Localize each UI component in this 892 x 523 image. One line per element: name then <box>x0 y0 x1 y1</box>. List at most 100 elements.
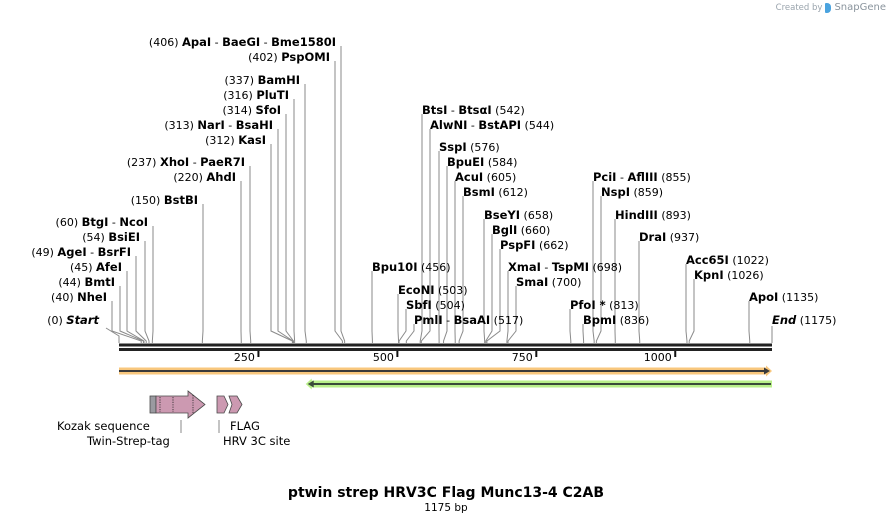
svg-text:(312) KasI[interactable]: (312) KasI <box>205 133 266 147</box>
restriction-site-apoi[interactable]: ApoI (1135) <box>749 290 818 304</box>
twin-strep-tag-arrow[interactable] <box>155 390 206 419</box>
restriction-site-bpu10i[interactable]: Bpu10I (456) <box>372 260 451 274</box>
restriction-site-bsmi[interactable]: BsmI (612) <box>463 185 528 199</box>
restriction-site-bstbi[interactable]: (150) BstBI <box>131 193 198 207</box>
svg-text:Bpu10I (456)[interactable]: Bpu10I (456) <box>372 260 451 274</box>
svg-text:AlwNI - BstAPI (544)[interactable]: AlwNI - BstAPI (544) <box>430 118 554 132</box>
svg-text:HindIII (893)[interactable]: HindIII (893) <box>615 208 691 222</box>
svg-text:(45) AfeI[interactable]: (45) AfeI <box>70 260 122 274</box>
svg-text:(314) SfoI[interactable]: (314) SfoI <box>222 103 281 117</box>
snapgene-watermark: Created by SnapGene <box>776 2 886 13</box>
svg-text:NspI (859)[interactable]: NspI (859) <box>601 185 663 199</box>
restriction-site-xhoi[interactable]: (237) XhoI - PaeR7I <box>127 155 245 169</box>
svg-text:(150) BstBI[interactable]: (150) BstBI <box>131 193 198 207</box>
svg-text:PciI - AflIII (855)[interactable]: PciI - AflIII (855) <box>593 170 691 184</box>
restriction-site-btsi[interactable]: BtsI - BtsαI (542) <box>422 103 525 117</box>
feature-annotations[interactable]: Kozak sequence Twin-Strep-tag FLAG HRV 3… <box>57 390 290 448</box>
svg-text:BpuEI (584)[interactable]: BpuEI (584) <box>447 155 517 169</box>
endpoint-end[interactable]: End (1175) <box>772 313 836 327</box>
track-reverse-orf[interactable] <box>305 378 772 390</box>
restriction-site-pspfi[interactable]: PspFI (662) <box>500 238 569 252</box>
svg-text:ApoI (1135)[interactable]: ApoI (1135) <box>749 290 818 304</box>
site-leader-line <box>340 46 346 343</box>
restriction-site-bpmi[interactable]: BpmI (836) <box>583 313 649 327</box>
restriction-site-alwni[interactable]: AlwNI - BstAPI (544) <box>430 118 554 132</box>
restriction-site-nhei[interactable]: (40) NheI <box>51 290 107 304</box>
track-forward-orf[interactable] <box>119 365 772 377</box>
restriction-site-econi[interactable]: EcoNI (503) <box>398 283 468 297</box>
orf-tracks[interactable] <box>119 365 772 390</box>
restriction-site-kasi[interactable]: (312) KasI <box>205 133 266 147</box>
svg-text:SspI (576)[interactable]: SspI (576) <box>439 140 500 154</box>
restriction-site-xmai[interactable]: XmaI - TspMI (698) <box>508 260 622 274</box>
restriction-site-pmli[interactable]: PmlI - BsaAI (517) <box>414 313 523 327</box>
restriction-site-agei[interactable]: (49) AgeI - BsrFI <box>31 245 131 259</box>
svg-text:SbfI (504)[interactable]: SbfI (504) <box>406 298 465 312</box>
svg-text:BpmI (836)[interactable]: BpmI (836) <box>583 313 649 327</box>
restriction-site-acui[interactable]: AcuI (605) <box>455 170 516 184</box>
svg-text:(402) PspOMI[interactable]: (402) PspOMI <box>248 50 330 64</box>
svg-text:BseYI (658)[interactable]: BseYI (658) <box>484 208 553 222</box>
backbone-top-strand[interactable] <box>119 343 772 347</box>
restriction-site-sbfi[interactable]: SbfI (504) <box>406 298 465 312</box>
restriction-site-pcii[interactable]: PciI - AflIII (855) <box>593 170 691 184</box>
restriction-site-btgi[interactable]: (60) BtgI - NcoI <box>56 215 148 229</box>
restriction-site-smai[interactable]: SmaI (700) <box>516 275 581 289</box>
svg-text:(220) AhdI[interactable]: (220) AhdI <box>173 170 236 184</box>
restriction-site-bamhi[interactable]: (337) BamHI <box>225 73 301 87</box>
svg-text:BsmI (612)[interactable]: BsmI (612) <box>463 185 528 199</box>
restriction-site-bseyi[interactable]: BseYI (658) <box>484 208 553 222</box>
restriction-site-sspi[interactable]: SspI (576) <box>439 140 500 154</box>
svg-text:DraI (937)[interactable]: DraI (937) <box>639 230 699 244</box>
restriction-site-ahdi[interactable]: (220) AhdI <box>173 170 236 184</box>
restriction-site-bgli[interactable]: BglI (660) <box>492 223 550 237</box>
svg-text:PfoI * (813)[interactable]: PfoI * (813) <box>570 298 639 312</box>
restriction-site-nspi[interactable]: NspI (859) <box>601 185 663 199</box>
restriction-site-kpni[interactable]: KpnI (1026) <box>694 268 764 282</box>
restriction-site-apai[interactable]: (406) ApaI - BaeGI - Bme1580I <box>149 35 336 49</box>
restriction-site-hindiii[interactable]: HindIII (893) <box>615 208 691 222</box>
svg-text:PspFI (662)[interactable]: PspFI (662) <box>500 238 569 252</box>
svg-text:BtsI - BtsαI (542)[interactable]: BtsI - BtsαI (542) <box>422 103 525 117</box>
svg-text:(40) NheI[interactable]: (40) NheI <box>51 290 107 304</box>
restriction-site-bpuei[interactable]: BpuEI (584) <box>447 155 517 169</box>
svg-text:Acc65I (1022)[interactable]: Acc65I (1022) <box>686 253 769 267</box>
svg-text:KpnI (1026)[interactable]: KpnI (1026) <box>694 268 764 282</box>
watermark-prefix: Created by <box>775 2 823 13</box>
svg-text:PmlI - BsaAI (517)[interactable]: PmlI - BsaAI (517) <box>414 313 523 327</box>
restriction-site-pfoi[interactable]: PfoI * (813) <box>570 298 639 312</box>
endpoint-start[interactable]: (0) Start <box>47 313 99 327</box>
kozak-sequence-block[interactable] <box>149 395 157 414</box>
svg-text:(44) BmtI[interactable]: (44) BmtI <box>58 275 115 289</box>
restriction-site-bsiei[interactable]: (54) BsiEI <box>82 230 140 244</box>
svg-text:AcuI (605)[interactable]: AcuI (605) <box>455 170 516 184</box>
svg-text:(316) PluTI[interactable]: (316) PluTI <box>223 88 289 102</box>
svg-text:(406) ApaI - BaeGI - Bme1[interactable]: (406) ApaI - BaeGI - Bme1580I <box>149 35 336 49</box>
restriction-site-afei[interactable]: (45) AfeI <box>70 260 122 274</box>
restriction-site-nari[interactable]: (313) NarI - BsaHI <box>164 118 273 132</box>
feature-hrv3c-site[interactable] <box>216 395 229 414</box>
flag-arrow[interactable] <box>228 395 243 414</box>
svg-text:(49) AgeI - BsrFI[interactable]: (49) AgeI - BsrFI <box>31 245 131 259</box>
svg-text:(237) XhoI - PaeR7I[interactable]: (237) XhoI - PaeR7I <box>127 155 245 169</box>
restriction-site-pluti[interactable]: (316) PluTI <box>223 88 289 102</box>
sequence-backbone[interactable] <box>119 343 772 352</box>
backbone-bottom-strand[interactable] <box>119 348 772 351</box>
svg-text:(54) BsiEI[interactable]: (54) BsiEI <box>82 230 140 244</box>
feature-flag[interactable] <box>228 395 243 414</box>
feature-kozak-twinstrep[interactable] <box>149 390 206 419</box>
svg-text:(313) NarI - BsaHI[interactable]: (313) NarI - BsaHI <box>164 118 273 132</box>
restriction-site-drai[interactable]: DraI (937) <box>639 230 699 244</box>
restriction-site-acc65i[interactable]: Acc65I (1022) <box>686 253 769 267</box>
svg-text:EcoNI (503)[interactable]: EcoNI (503) <box>398 283 468 297</box>
svg-text:SmaI (700)[interactable]: SmaI (700) <box>516 275 581 289</box>
svg-text:(60) BtgI - NcoI[interactable]: (60) BtgI - NcoI <box>56 215 148 229</box>
svg-text:XmaI - TspMI (698)[interactable]: XmaI - TspMI (698) <box>508 260 622 274</box>
restriction-site-bmti[interactable]: (44) BmtI <box>58 275 115 289</box>
hrv-3c-site-arrow[interactable] <box>216 395 229 414</box>
svg-text:BglI (660)[interactable]: BglI (660) <box>492 223 550 237</box>
svg-text:(337) BamHI[interactable]: (337) BamHI <box>225 73 301 87</box>
restriction-site-sfoi[interactable]: (314) SfoI <box>222 103 281 117</box>
restriction-site-pspomi[interactable]: (402) PspOMI <box>248 50 330 64</box>
